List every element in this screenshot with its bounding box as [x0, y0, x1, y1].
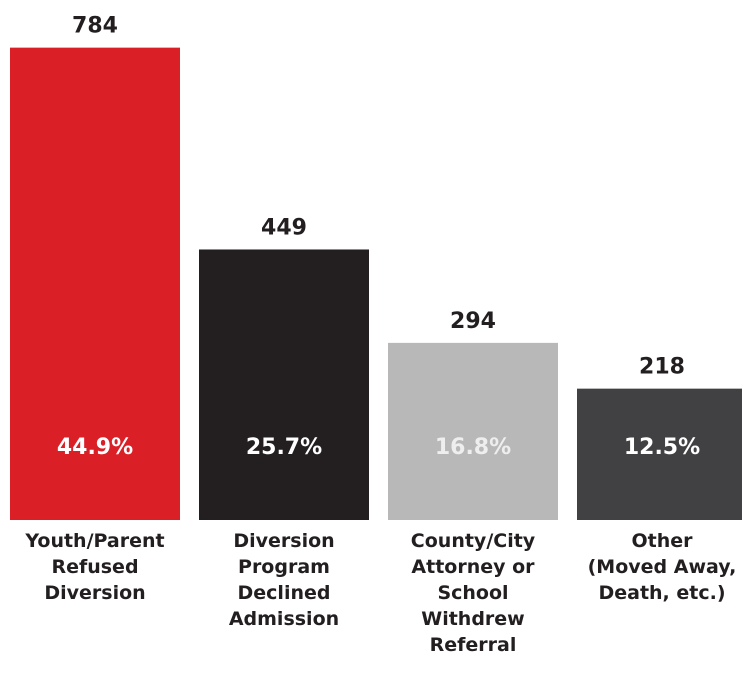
value-label: 294	[450, 309, 496, 334]
value-label: 784	[72, 14, 118, 39]
share-label: 12.5%	[624, 435, 700, 460]
bar	[577, 388, 742, 520]
bar	[388, 342, 558, 520]
x-tick-label: County/City Attorney or School Withdrew …	[410, 530, 536, 656]
share-label: 16.8%	[435, 435, 511, 460]
value-label: 218	[639, 355, 685, 380]
x-tick-label: Other (Moved Away, Death, etc.)	[587, 530, 737, 604]
bar	[10, 47, 180, 520]
share-label: 25.7%	[246, 435, 322, 460]
bar	[199, 249, 369, 521]
value-label: 449	[261, 215, 307, 240]
x-tick-label: Youth/Parent Refused Diversion	[25, 530, 165, 604]
share-label: 44.9%	[57, 435, 133, 460]
x-tick-label: Diversion Program Declined Admission	[228, 530, 340, 630]
